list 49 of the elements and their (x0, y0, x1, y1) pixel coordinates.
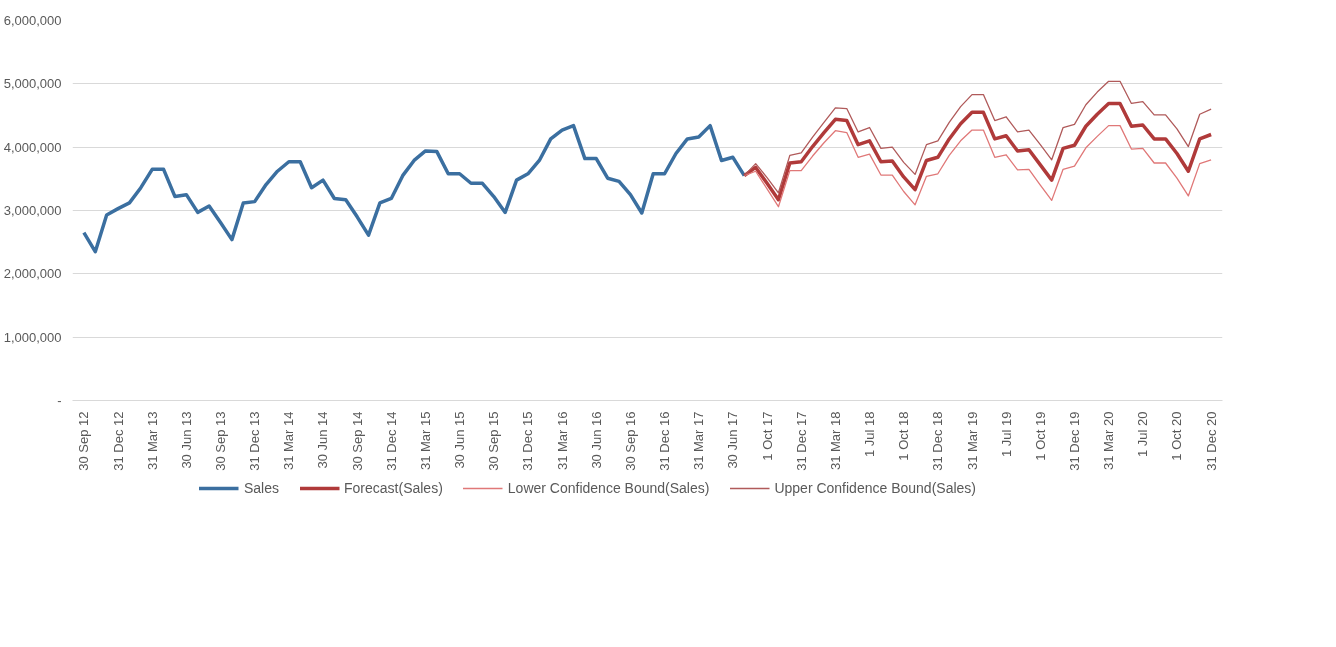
x-tick-label: 31 Mar 16 (554, 411, 570, 471)
y-tick-label: - (57, 393, 62, 408)
x-tick-label: 30 Jun 13 (178, 411, 194, 469)
legend-label: Lower Confidence Bound(Sales) (507, 480, 710, 496)
legend-label: Upper Confidence Bound(Sales) (774, 480, 976, 496)
x-tick-label: 30 Jun 14 (315, 411, 331, 469)
x-tick-label: 31 Mar 13 (144, 411, 160, 471)
line-series (742, 101, 1213, 202)
x-tick-label: 30 Jun 17 (725, 411, 741, 469)
x-tick-label: 1 Oct 17 (759, 411, 775, 461)
x-tick-label: 1 Jul 18 (862, 411, 878, 458)
y-tick-label: 1,000,000 (3, 329, 62, 345)
y-tick-label: 2,000,000 (3, 266, 62, 282)
x-tick-label: 30 Sep 14 (349, 411, 365, 471)
x-tick-label: 30 Sep 12 (76, 411, 92, 471)
x-tick-label: 30 Sep 15 (486, 411, 502, 471)
x-tick-label: 30 Sep 16 (622, 411, 638, 471)
line-series (82, 123, 747, 254)
x-tick-label: 30 Jun 16 (588, 411, 604, 469)
x-tick-label: 31 Dec 19 (1066, 411, 1082, 471)
legend-label: Sales (243, 480, 280, 496)
x-tick-label: 31 Dec 14 (383, 411, 399, 471)
x-tick-label: 30 Sep 13 (213, 411, 229, 471)
x-tick-label: 31 Mar 18 (827, 411, 843, 471)
x-tick-label: 31 Mar 19 (964, 411, 980, 471)
x-tick-label: 1 Oct 18 (896, 411, 912, 461)
x-tick-label: 31 Dec 12 (110, 411, 126, 471)
x-tick-label: 31 Dec 20 (1203, 411, 1219, 471)
x-tick-label: 1 Oct 20 (1169, 411, 1185, 461)
y-tick-label: 5,000,000 (3, 76, 62, 92)
line-series (743, 80, 1212, 194)
y-tick-label: 4,000,000 (3, 139, 62, 155)
x-tick-label: 31 Mar 14 (281, 411, 297, 471)
y-tick-label: 3,000,000 (3, 203, 62, 218)
x-tick-label: 1 Jul 19 (998, 411, 1014, 458)
x-tick-label: 31 Mar 17 (691, 411, 707, 471)
line-series (743, 124, 1212, 208)
x-tick-label: 31 Mar 20 (1101, 411, 1117, 471)
x-tick-label: 31 Dec 18 (930, 411, 946, 471)
x-tick-label: 1 Oct 19 (1032, 411, 1048, 461)
x-tick-label: 1 Jul 20 (1135, 411, 1151, 458)
legend-label: Forecast(Sales) (344, 480, 443, 496)
x-tick-label: 31 Dec 17 (793, 411, 809, 471)
y-tick-label: 6,000,000 (3, 13, 62, 28)
x-tick-label: 31 Dec 13 (247, 411, 263, 471)
x-tick-label: 31 Mar 15 (417, 411, 433, 471)
x-tick-label: 30 Jun 15 (452, 411, 468, 469)
x-tick-label: 31 Dec 16 (657, 411, 673, 471)
x-tick-label: 31 Dec 15 (520, 411, 536, 471)
